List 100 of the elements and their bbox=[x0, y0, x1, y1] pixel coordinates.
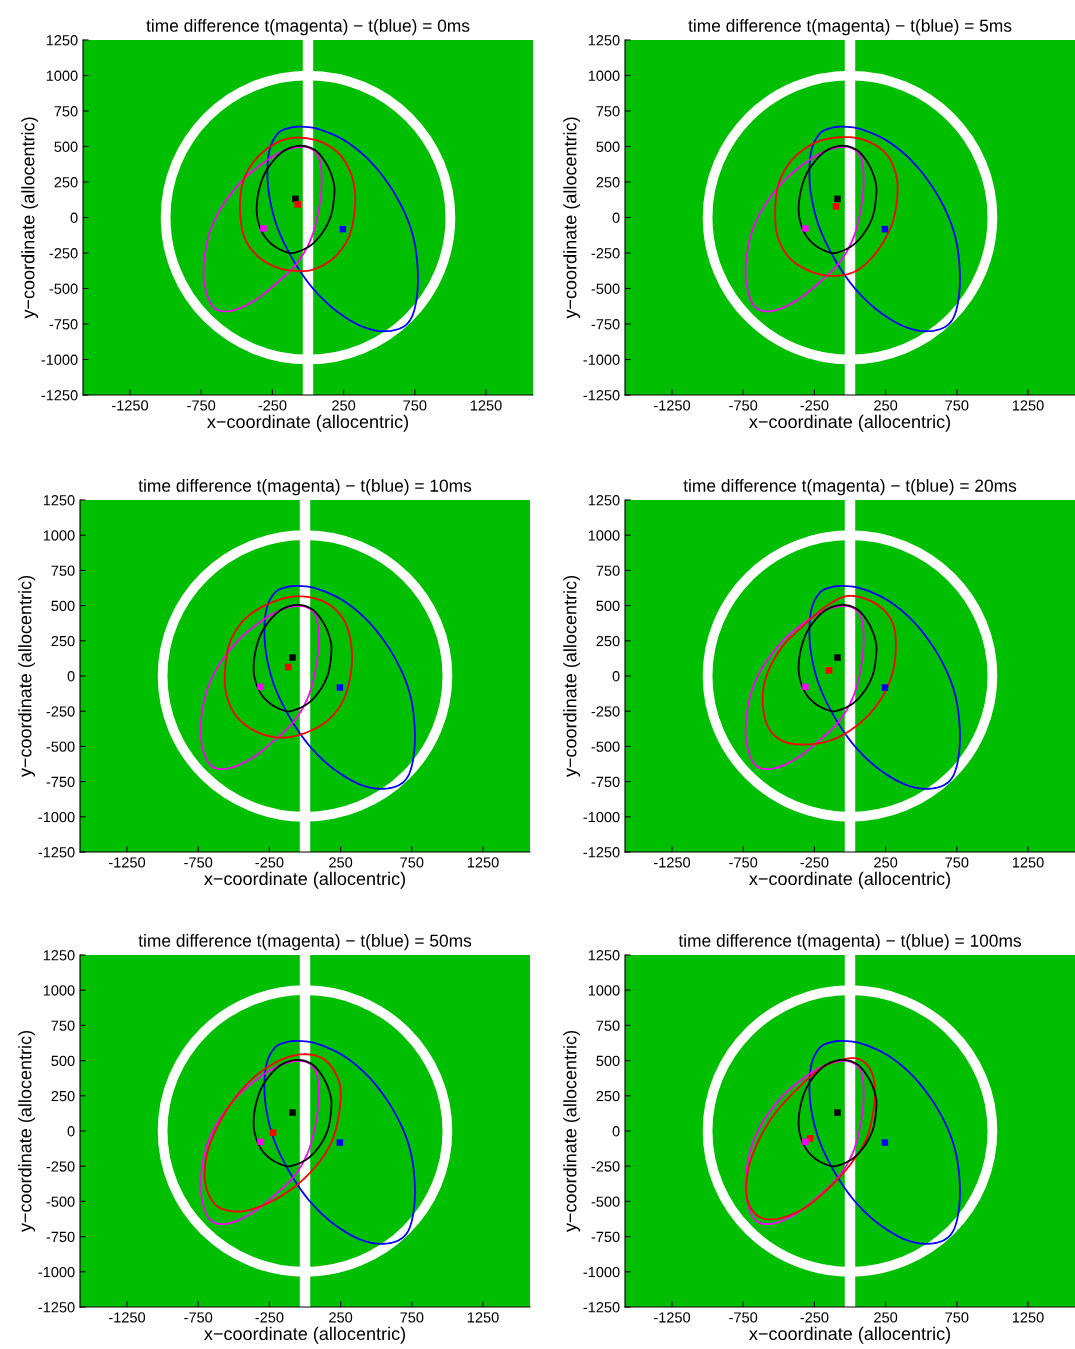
y-tick-label: 500 bbox=[596, 600, 620, 612]
x-tick-label: -1250 bbox=[653, 857, 691, 868]
y-tick-label: -1000 bbox=[583, 811, 620, 823]
x-tick-label: -750 bbox=[729, 857, 758, 868]
x-tick-label: 750 bbox=[945, 400, 969, 411]
x-tick-label: 750 bbox=[403, 400, 427, 411]
y-tick-label: 0 bbox=[67, 671, 75, 682]
y-tick-label: 1250 bbox=[588, 495, 620, 506]
y-tick-label: -500 bbox=[49, 283, 78, 294]
x-tick-label: -750 bbox=[729, 400, 758, 411]
y-tick-label: 1000 bbox=[43, 985, 75, 996]
x-tick-label: -1250 bbox=[111, 400, 149, 411]
y-tick-label: -750 bbox=[46, 776, 75, 788]
x-tick-label: 1250 bbox=[470, 400, 502, 411]
x-tick-label: -250 bbox=[800, 400, 829, 411]
point bbox=[336, 1139, 344, 1146]
point bbox=[834, 654, 841, 661]
x-tick-label: 750 bbox=[400, 857, 424, 868]
y-axis-title: y−coordinate (allocentric) bbox=[563, 1031, 581, 1233]
point bbox=[336, 684, 344, 691]
y-tick-label: -500 bbox=[591, 283, 620, 294]
point bbox=[257, 683, 264, 691]
point bbox=[832, 203, 840, 210]
point bbox=[269, 1129, 277, 1136]
point bbox=[802, 1138, 809, 1146]
y-tick-label: -500 bbox=[591, 741, 620, 752]
y-tick-label: 750 bbox=[596, 565, 620, 576]
y-tick-label: 750 bbox=[51, 1020, 75, 1031]
x-tick-label: -1250 bbox=[108, 857, 146, 868]
y-tick-label: -1250 bbox=[38, 847, 75, 858]
y-tick-label: 1250 bbox=[588, 35, 620, 46]
point bbox=[294, 201, 301, 208]
y-tick-label: 500 bbox=[596, 141, 620, 152]
y-tick-label: 0 bbox=[612, 212, 620, 223]
x-tick-label: -250 bbox=[800, 1312, 829, 1323]
y-tick-label: 250 bbox=[51, 1090, 75, 1102]
y-tick-label: -250 bbox=[46, 706, 75, 717]
y-tick-label: -1250 bbox=[583, 1302, 620, 1313]
x-tick-label: 250 bbox=[874, 857, 898, 868]
y-tick-label: 1000 bbox=[588, 985, 620, 996]
x-tick-label: 750 bbox=[945, 857, 969, 868]
point bbox=[834, 195, 841, 203]
x-tick-label: 750 bbox=[945, 1312, 969, 1323]
y-tick-label: 250 bbox=[596, 177, 620, 188]
y-tick-label: -1000 bbox=[583, 1266, 620, 1278]
y-tick-label: -1000 bbox=[38, 811, 75, 823]
x-tick-label: 1250 bbox=[467, 1312, 499, 1323]
y-tick-label: 1000 bbox=[588, 70, 620, 81]
point bbox=[802, 683, 809, 691]
point bbox=[289, 1109, 296, 1116]
x-tick-label: -250 bbox=[800, 857, 829, 868]
x-tick-label: 1250 bbox=[467, 857, 499, 868]
x-axis-title: x−coordinate (allocentric) bbox=[204, 871, 405, 889]
x-tick-label: -250 bbox=[255, 857, 284, 868]
y-tick-label: 0 bbox=[67, 1126, 75, 1137]
chart-title: time difference t(magenta) − t(blue) = 0ms bbox=[146, 19, 470, 36]
y-tick-label: -750 bbox=[591, 319, 620, 330]
point bbox=[257, 1138, 264, 1146]
x-tick-label: -250 bbox=[255, 1312, 284, 1323]
y-tick-label: 250 bbox=[54, 177, 78, 188]
point bbox=[802, 225, 809, 232]
y-tick-label: 250 bbox=[596, 1090, 620, 1102]
y-axis-title: y−coordinate (allocentric) bbox=[563, 576, 581, 778]
chart-title: time difference t(magenta) − t(blue) = 50ms bbox=[138, 934, 472, 951]
y-tick-label: -1250 bbox=[41, 390, 78, 401]
y-tick-label: 250 bbox=[51, 635, 75, 647]
x-tick-label: 250 bbox=[874, 1312, 898, 1323]
y-tick-label: -500 bbox=[46, 1196, 75, 1207]
x-tick-label: -750 bbox=[729, 1312, 758, 1323]
y-tick-label: 500 bbox=[51, 1055, 75, 1067]
x-tick-label: 250 bbox=[332, 400, 356, 411]
x-axis-title: x−coordinate (allocentric) bbox=[749, 414, 950, 432]
point bbox=[881, 684, 889, 691]
y-tick-label: 750 bbox=[51, 565, 75, 576]
y-tick-label: -250 bbox=[591, 1161, 620, 1172]
y-tick-label: 1000 bbox=[588, 530, 620, 541]
chart-title: time difference t(magenta) − t(blue) = 100ms bbox=[678, 934, 1021, 951]
y-tick-label: -250 bbox=[49, 248, 78, 259]
y-tick-label: -250 bbox=[591, 706, 620, 717]
x-tick-label: 750 bbox=[400, 1312, 424, 1323]
point bbox=[289, 654, 296, 661]
x-tick-label: -750 bbox=[187, 400, 216, 411]
y-axis-title: y−coordinate (allocentric) bbox=[18, 576, 36, 778]
x-tick-label: 250 bbox=[874, 400, 898, 411]
x-axis-title: x−coordinate (allocentric) bbox=[749, 1326, 950, 1344]
y-tick-label: 750 bbox=[596, 106, 620, 117]
y-tick-label: 500 bbox=[51, 600, 75, 612]
y-tick-label: -1000 bbox=[38, 1266, 75, 1278]
y-tick-label: 0 bbox=[70, 212, 78, 223]
chart-title: time difference t(magenta) − t(blue) = 20ms bbox=[683, 479, 1017, 496]
y-tick-label: 500 bbox=[596, 1055, 620, 1067]
y-tick-label: 1250 bbox=[43, 950, 75, 961]
y-tick-label: 0 bbox=[612, 671, 620, 682]
y-tick-label: 1000 bbox=[43, 530, 75, 541]
x-axis-title: x−coordinate (allocentric) bbox=[749, 871, 950, 889]
x-tick-label: 1250 bbox=[1012, 857, 1044, 868]
y-tick-label: -750 bbox=[591, 776, 620, 788]
x-tick-label: -250 bbox=[258, 400, 287, 411]
x-axis-title: x−coordinate (allocentric) bbox=[204, 1326, 405, 1344]
y-tick-label: -750 bbox=[49, 319, 78, 330]
